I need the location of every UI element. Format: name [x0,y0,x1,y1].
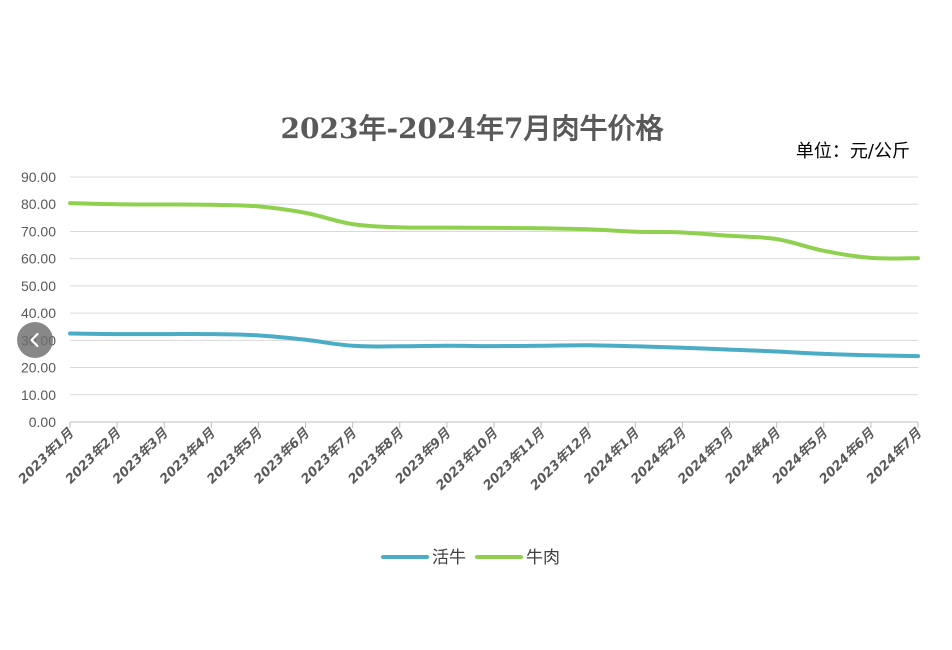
legend-label-2: 牛肉 [526,548,560,568]
series-lines [68,201,920,359]
y-tick-label: 0.00 [29,414,56,430]
gridlines [70,176,918,396]
previous-button[interactable] [17,322,53,358]
series-line-1 [68,331,920,359]
legend-label-1: 活牛 [432,548,466,568]
y-tick-label: 60.00 [21,251,56,267]
y-tick-label: 70.00 [21,223,56,239]
y-tick-label: 50.00 [21,278,56,294]
series-line-2 [68,201,920,261]
unit-label: 单位：元/公斤 [796,141,910,162]
y-tick-label: 90.00 [21,169,56,185]
y-tick-label: 20.00 [21,360,56,376]
chevron-left-icon [30,332,39,348]
y-tick-label: 10.00 [21,387,56,403]
y-tick-label: 80.00 [21,196,56,212]
chart-title: 2023年-2024年7月肉牛价格 [281,112,665,145]
x-axis: 2023年1月2023年2月2023年3月2023年4月2023年5月2023年… [15,421,926,494]
y-axis-ticks: 0.0010.0020.0030.0040.0050.0060.0070.008… [21,169,56,430]
legend: 活牛 牛肉 [381,548,560,568]
y-tick-label: 40.00 [21,305,56,321]
